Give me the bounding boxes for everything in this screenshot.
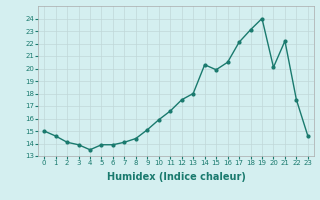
X-axis label: Humidex (Indice chaleur): Humidex (Indice chaleur) — [107, 172, 245, 182]
